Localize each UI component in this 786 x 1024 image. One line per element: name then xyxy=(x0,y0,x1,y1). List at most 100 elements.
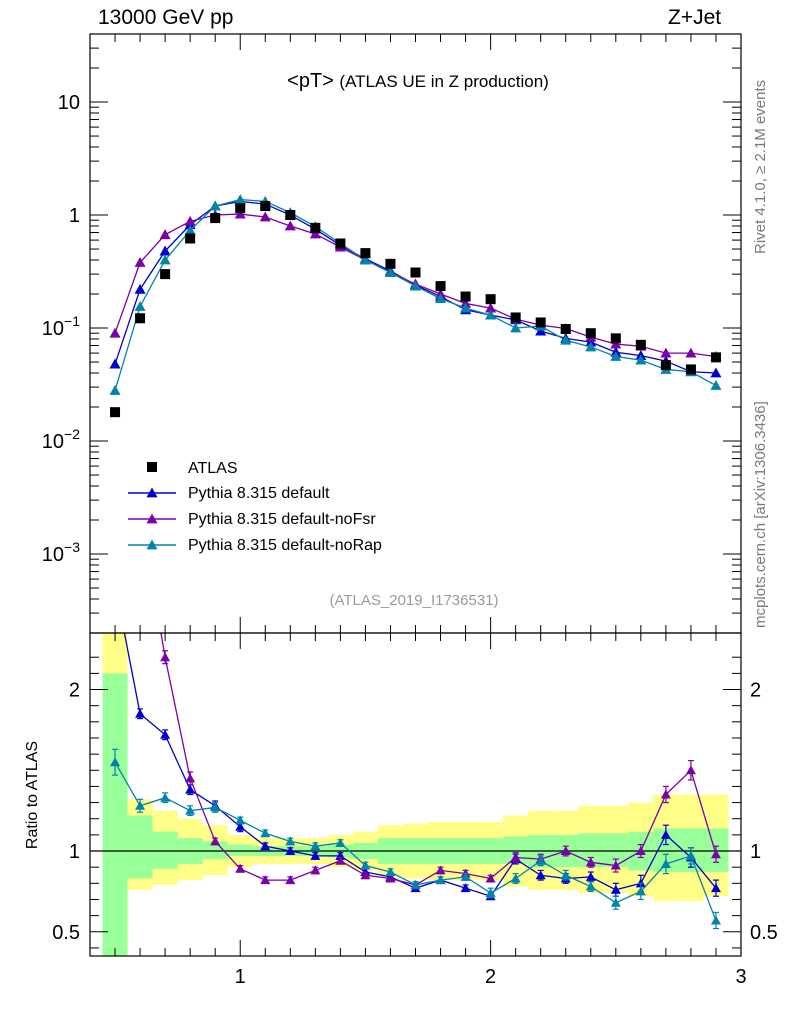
ratio-band-inner xyxy=(227,844,253,856)
ratio-point-noFsr xyxy=(685,765,696,775)
y-tick-label-exponent: −3 xyxy=(64,539,80,555)
ratio-point-noFsr xyxy=(385,873,396,883)
ratio-point-noRap xyxy=(135,800,146,810)
ratio-point-noRap xyxy=(310,841,321,851)
series-point-noFsr xyxy=(234,208,246,219)
legend-marker-noFsr xyxy=(146,513,158,524)
ratio-point-noRap xyxy=(610,897,621,907)
ratio-tick-label-right: 2 xyxy=(750,680,761,702)
atlas-data-point xyxy=(235,203,246,214)
ratio-point-noFsr xyxy=(360,870,371,880)
ratio-point-noRap xyxy=(660,858,671,868)
ratio-point-noRap xyxy=(685,850,696,860)
ratio-point-noRap xyxy=(410,879,421,889)
ratio-point-noFsr xyxy=(560,846,571,856)
atlas-data-point xyxy=(485,294,496,305)
ratio-point-noRap xyxy=(510,873,521,883)
ratio-point-noFsr xyxy=(485,873,496,883)
series-point-default xyxy=(134,283,146,294)
series-point-noRap xyxy=(610,350,622,361)
atlas-data-point xyxy=(185,233,196,244)
rivet-version-label: Rivet 4.1.0, ≥ 2.1M events xyxy=(752,79,769,254)
ratio-point-noFsr xyxy=(585,857,596,867)
ratio-point-default xyxy=(185,784,196,794)
main-panel-content xyxy=(109,194,722,418)
series-point-noRap xyxy=(134,301,146,311)
legend-label-default: Pythia 8.315 default xyxy=(188,485,330,502)
atlas-data-point xyxy=(360,248,371,259)
ratio-point-default xyxy=(110,580,120,589)
ratio-point-noRap xyxy=(460,871,471,881)
ratio-point-noRap xyxy=(360,860,371,870)
ratio-point-default xyxy=(710,883,721,893)
ratio-point-default xyxy=(260,841,271,851)
ratio-point-default xyxy=(460,883,471,893)
ratio-point-noFsr xyxy=(710,849,721,859)
ratio-band-inner xyxy=(127,815,153,879)
ratio-point-noRap xyxy=(110,757,121,767)
series-point-noFsr xyxy=(284,220,296,231)
ratio-point-noFsr xyxy=(210,836,221,846)
y-tick-label-exponent: −1 xyxy=(64,313,80,329)
series-point-noFsr xyxy=(184,215,196,226)
ratio-point-default xyxy=(585,871,596,881)
ratio-point-default xyxy=(535,870,546,880)
ratio-point-default xyxy=(135,708,146,718)
ratio-point-noRap xyxy=(710,915,721,925)
series-point-noRap xyxy=(710,379,722,390)
ratio-point-noFsr xyxy=(510,852,521,862)
atlas-data-point xyxy=(385,258,396,269)
series-point-noFsr xyxy=(159,229,171,240)
y-tick-label: 1 xyxy=(69,205,80,227)
ratio-point-noRap xyxy=(210,802,221,812)
atlas-data-point xyxy=(285,210,296,221)
series-line-noRap xyxy=(114,198,717,391)
atlas-data-point xyxy=(160,269,171,280)
ratio-point-noRap xyxy=(335,837,346,847)
ratio-point-default xyxy=(310,850,321,860)
series-point-noFsr xyxy=(660,347,672,358)
x-tick-label: 3 xyxy=(735,966,746,988)
atlas-data-point xyxy=(610,333,621,344)
ratio-point-noRap xyxy=(385,867,396,877)
y-tick-label: 10−1 xyxy=(42,313,80,340)
plot-title: <pT> (ATLAS UE in Z production) xyxy=(287,70,549,92)
ratio-point-default xyxy=(610,884,621,894)
y-tick-label-base: 10 xyxy=(42,544,64,566)
header-right-label: Z+Jet xyxy=(668,6,722,29)
series-point-default xyxy=(109,358,121,369)
ratio-axis-title: Ratio to ATLAS xyxy=(24,741,41,849)
analysis-watermark: (ATLAS_2019_I1736531) xyxy=(329,592,498,609)
series-point-noRap xyxy=(410,280,421,291)
series-point-noFsr xyxy=(685,347,697,358)
ratio-point-default xyxy=(235,821,246,831)
ratio-point-default xyxy=(285,846,296,856)
ratio-point-noRap xyxy=(285,836,296,846)
legend-marker-default xyxy=(146,487,158,498)
ratio-point-noFsr xyxy=(285,875,296,885)
ratio-band-inner xyxy=(102,673,128,956)
ratio-point-noFsr xyxy=(160,652,171,662)
x-tick-label: 1 xyxy=(235,966,246,988)
ratio-point-noRap xyxy=(560,870,571,880)
ratio-point-noRap xyxy=(485,888,496,898)
legend-label-noRap: Pythia 8.315 default-noRap xyxy=(188,537,382,554)
ratio-point-noFsr xyxy=(610,860,621,870)
series-point-default xyxy=(159,245,171,256)
ratio-point-noRap xyxy=(435,875,446,885)
series-point-noRap xyxy=(485,309,497,320)
ratio-point-noFsr xyxy=(185,773,196,783)
atlas-data-point xyxy=(585,328,596,339)
series-point-noRap xyxy=(184,224,196,235)
ratio-point-noFsr xyxy=(660,789,671,799)
series-point-noRap xyxy=(209,200,221,211)
ratio-band-inner xyxy=(152,831,178,869)
ratio-point-noFsr xyxy=(235,863,246,873)
ratio-point-noRap xyxy=(535,855,546,865)
ratio-tick-label-left: 2 xyxy=(69,680,80,702)
atlas-data-point xyxy=(210,213,221,224)
atlas-data-point xyxy=(335,238,346,249)
series-point-default xyxy=(710,367,722,378)
ratio-point-noRap xyxy=(585,881,596,891)
ratio-point-noFsr xyxy=(135,507,145,516)
